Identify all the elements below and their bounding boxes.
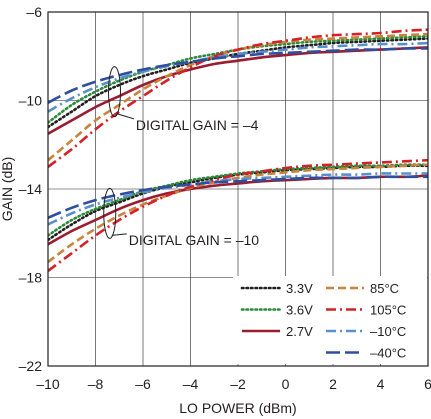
series-line-2-group-0 (48, 46, 428, 135)
series-line-3-group-1 (48, 163, 428, 264)
series-line-4-group-0 (48, 28, 428, 168)
y-tick-label: –14 (19, 181, 43, 197)
legend-label: 3.6V (286, 303, 313, 318)
series-line-4-group-1 (48, 158, 428, 272)
annotation-leader (116, 113, 135, 120)
x-tick-label: –6 (135, 376, 151, 392)
x-tick-label: 6 (424, 376, 431, 392)
series-line-5-group-1 (48, 172, 428, 226)
x-axis-title: LO POWER (dBm) (179, 400, 296, 416)
legend-background (233, 276, 427, 364)
series-layer (48, 28, 428, 272)
legend-label: –40°C (370, 346, 406, 361)
series-line-5-group-0 (48, 41, 428, 113)
legend-label: 3.3V (286, 281, 313, 296)
annotation-ellipse (108, 66, 121, 118)
x-tick-label: 0 (282, 376, 290, 392)
series-line-6-group-1 (48, 175, 428, 219)
legend: 3.3V 3.6V 2.7V 85°C 105°C –10°C –40°C (233, 276, 427, 364)
y-axis-title: GAIN (dB) (0, 157, 15, 222)
x-tick-label: –2 (230, 376, 246, 392)
y-tick-label: –6 (26, 4, 42, 20)
y-tick-label: –18 (19, 270, 43, 286)
series-line-2-group-1 (48, 174, 428, 246)
plot-frame (47, 11, 429, 367)
legend-label: 105°C (370, 303, 406, 318)
annotation-leader (111, 233, 127, 236)
x-tick-label: –10 (36, 376, 60, 392)
x-tick-label: –8 (88, 376, 104, 392)
legend-label: 2.7V (286, 324, 313, 339)
series-line-6-group-0 (48, 47, 428, 104)
x-tick-label: 4 (377, 376, 385, 392)
annotation-label: DIGITAL GAIN = –10 (129, 232, 260, 248)
annotation-ellipse (103, 187, 117, 239)
legend-label: 85°C (370, 281, 399, 296)
annotations: DIGITAL GAIN = –4 DIGITAL GAIN = –10 (103, 66, 260, 248)
x-tick-label: –4 (183, 376, 199, 392)
annotation-label: DIGITAL GAIN = –4 (136, 117, 259, 133)
y-tick-labels: –22 –18 –14 –10 –6 (19, 4, 43, 374)
x-tick-labels: –10 –8 –6 –4 –2 0 2 4 6 (36, 376, 431, 392)
y-tick-label: –10 (19, 93, 43, 109)
y-tick-label: –22 (19, 358, 43, 374)
legend-label: –10°C (370, 324, 406, 339)
x-tick-label: 2 (329, 376, 337, 392)
